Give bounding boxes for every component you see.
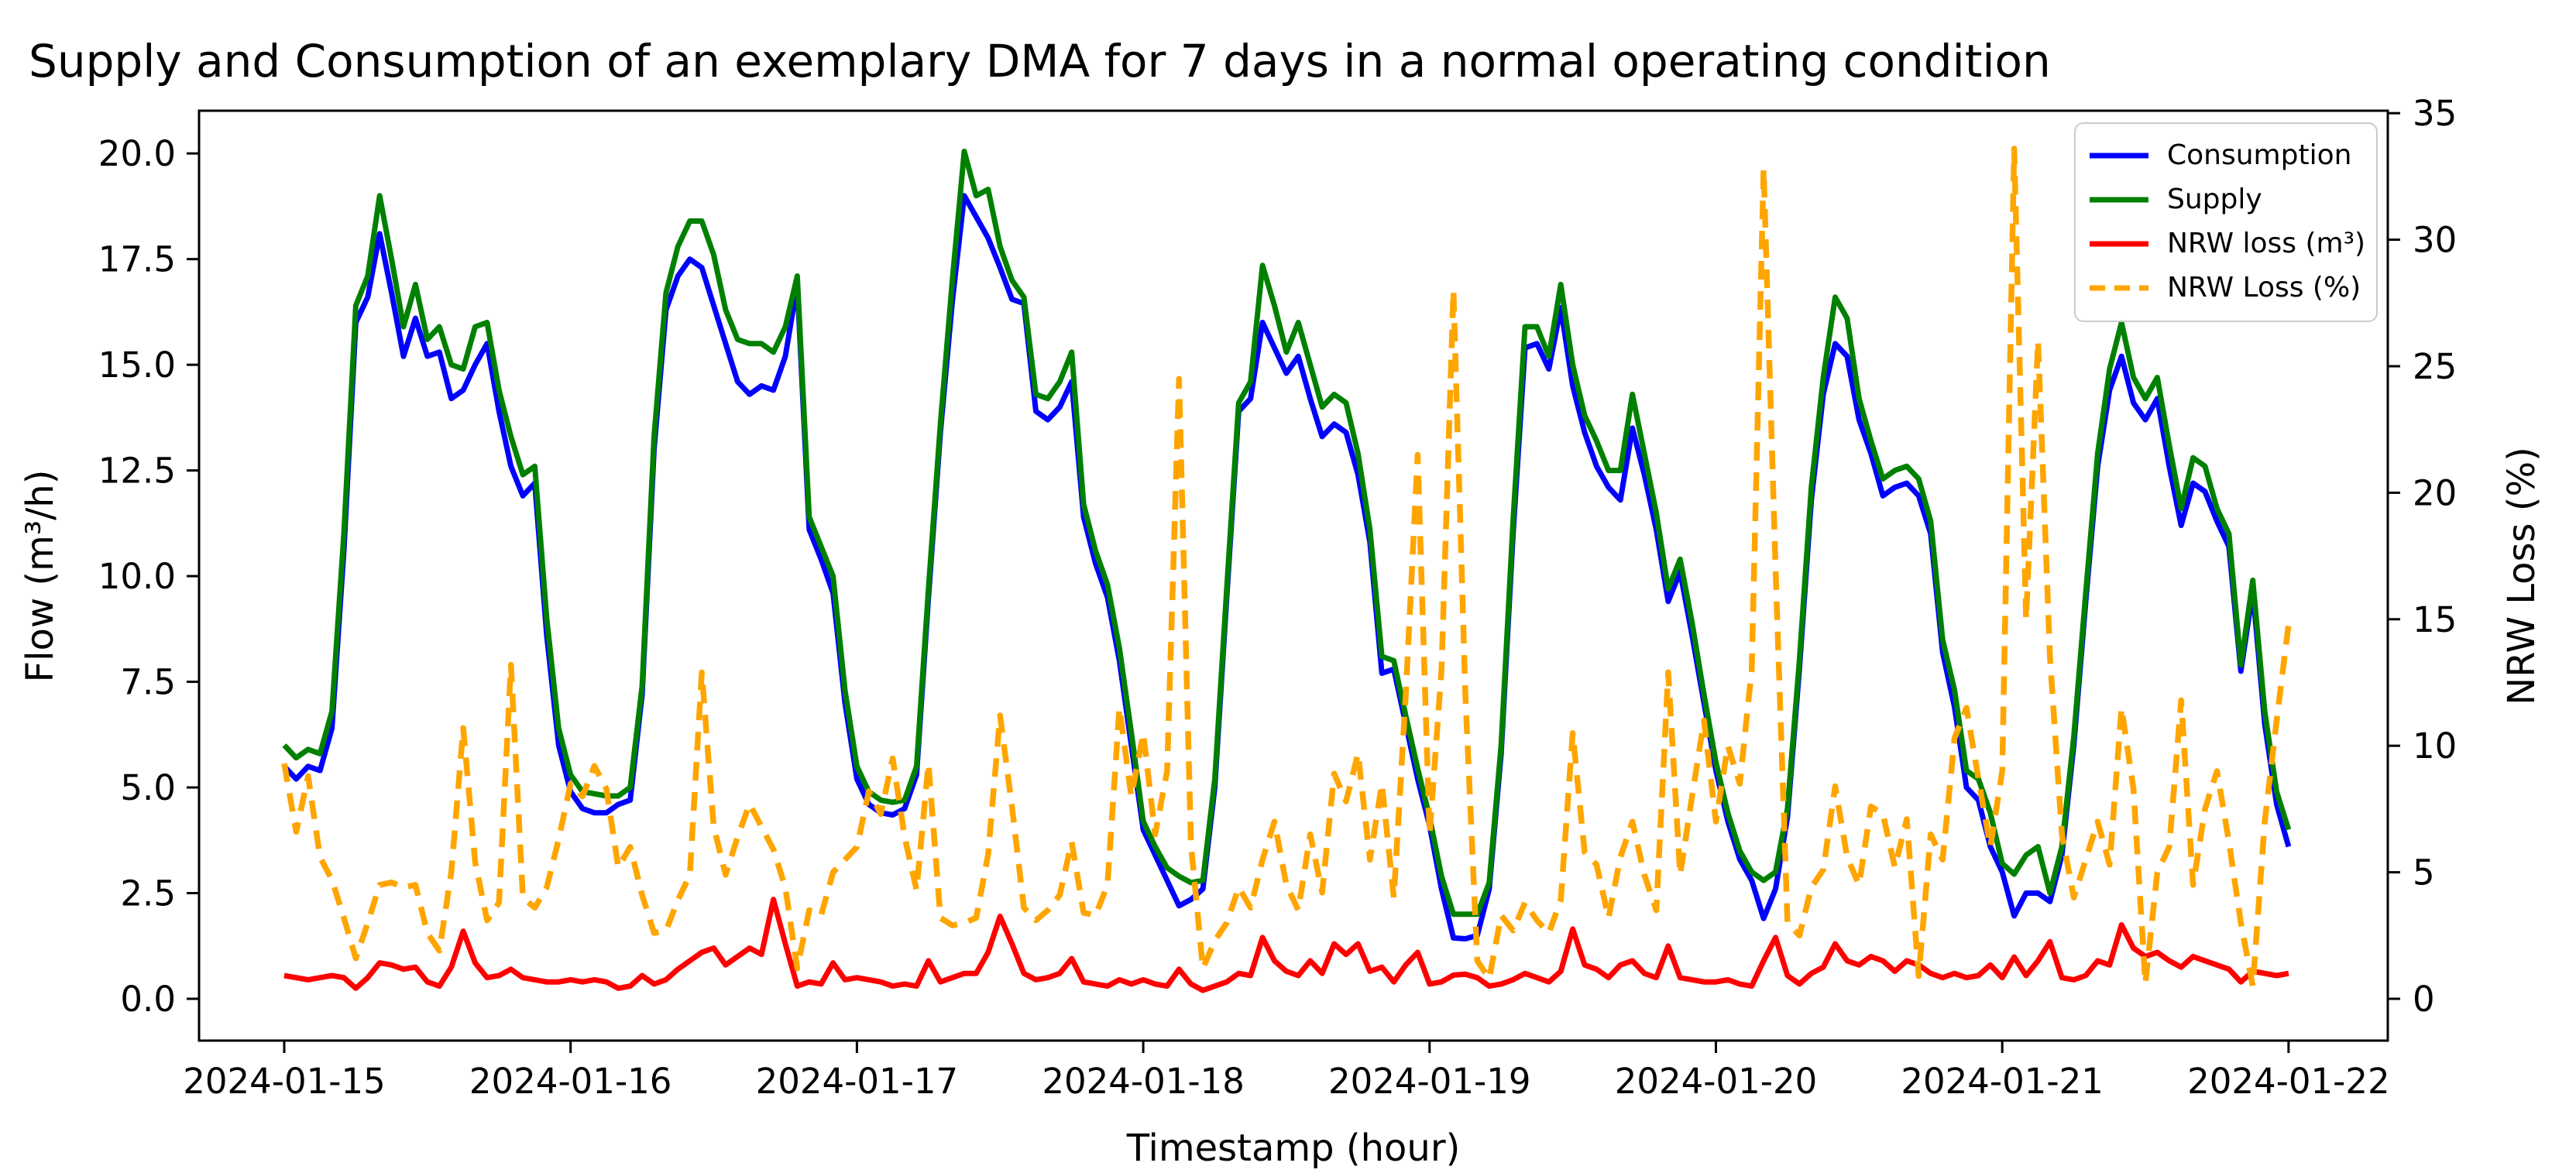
legend-item-nrw-loss: NRW Loss (%) — [2076, 266, 2376, 310]
y-axis-left: 0.0 2.5 5.0 7.5 10.0 12.5 15.0 17.5 20.0 — [98, 133, 199, 1020]
y-tick-label: 25 — [2413, 346, 2457, 387]
y-tick-label: 17.5 — [98, 239, 176, 280]
y-tick-label: 0 — [2413, 979, 2435, 1020]
series-line-supply — [282, 149, 2292, 917]
y-tick-label: 12.5 — [98, 451, 176, 492]
x-tick-label: 2024-01-17 — [756, 1061, 959, 1102]
series-line-nrw-loss — [281, 146, 2292, 990]
y-tick-label: 2.5 — [120, 873, 176, 914]
x-axis: 2024-01-15 2024-01-16 2024-01-17 2024-01-18… — [183, 1041, 2390, 1102]
y-tick-label: 20 — [2413, 472, 2457, 513]
chart-title: Supply and Consumption of an exemplary D… — [29, 35, 2051, 87]
x-tick-label: 2024-01-15 — [183, 1061, 386, 1102]
y-tick-label: 15 — [2413, 599, 2457, 640]
legend-label: Consumption — [2167, 139, 2352, 171]
legend-label: NRW Loss (%) — [2167, 272, 2361, 304]
legend-item-supply: Supply — [2076, 177, 2376, 221]
x-tick-label: 2024-01-18 — [1042, 1061, 1245, 1102]
y-tick-label: 5.0 — [120, 767, 176, 808]
legend-label: NRW loss (m³) — [2167, 228, 2366, 259]
x-tick-label: 2024-01-19 — [1328, 1061, 1531, 1102]
legend-label: Supply — [2167, 183, 2262, 215]
legend: Consumption Supply NRW loss (m³) NRW Loss (… — [2074, 122, 2378, 322]
x-tick-label: 2024-01-16 — [469, 1061, 672, 1102]
x-axis-label: Timestamp (hour) — [1126, 1127, 1461, 1170]
y-tick-label: 20.0 — [98, 133, 176, 174]
legend-line-sample — [2090, 241, 2148, 246]
x-tick-label: 2024-01-20 — [1615, 1061, 1818, 1102]
y-tick-label: 15.0 — [98, 345, 176, 386]
legend-line-sample — [2090, 285, 2148, 290]
y-tick-label: 35 — [2413, 93, 2457, 134]
y-tick-label: 5 — [2413, 852, 2435, 893]
legend-item-consumption: Consumption — [2076, 133, 2376, 177]
y-tick-label: 0.0 — [120, 979, 176, 1020]
legend-line-sample — [2090, 197, 2148, 202]
y-tick-label: 10.0 — [98, 556, 176, 597]
y-tick-label: 7.5 — [120, 662, 176, 703]
legend-item-nrw-loss-m: NRW loss (m³) — [2076, 221, 2376, 266]
x-tick-label: 2024-01-22 — [2187, 1061, 2390, 1102]
series-line-nrw-loss-m — [283, 897, 2289, 993]
y-tick-label: 10 — [2413, 725, 2457, 767]
legend-line-sample — [2090, 153, 2148, 158]
y-axis-label-right: NRW Loss (%) — [2500, 447, 2543, 705]
x-tick-label: 2024-01-21 — [1901, 1061, 2104, 1102]
y-tick-label: 30 — [2413, 220, 2457, 261]
y-axis-right: 0 5 10 15 20 25 30 35 — [2388, 93, 2457, 1020]
y-axis-label-left: Flow (m³/h) — [19, 469, 62, 683]
